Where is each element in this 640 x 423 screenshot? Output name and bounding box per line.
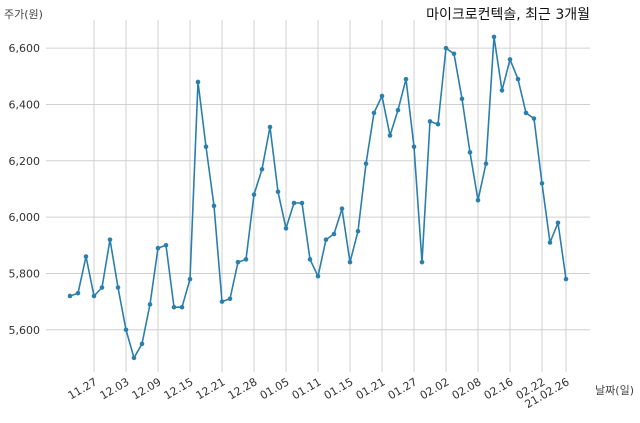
data-point <box>163 242 169 248</box>
data-point <box>403 76 409 82</box>
data-point <box>139 341 145 347</box>
data-point <box>427 119 433 124</box>
y-tick-label: 5,600 <box>9 324 41 337</box>
data-point <box>355 228 361 234</box>
data-point <box>155 245 161 251</box>
y-tick-label: 6,600 <box>9 42 41 55</box>
x-tick-label: 12.28 <box>226 375 260 402</box>
data-point <box>83 254 89 259</box>
data-point <box>315 273 321 279</box>
x-tick-label: 12.03 <box>98 375 132 402</box>
data-point <box>419 259 425 265</box>
x-tick-layer: 11.2712.0312.0912.1512.2112.2801.0501.11… <box>66 375 572 411</box>
data-point <box>131 355 137 361</box>
chart-title: 마이크로컨텍솔, 최근 3개월 <box>426 7 590 23</box>
data-point <box>171 304 177 310</box>
y-axis-label: 주가(원) <box>4 8 43 21</box>
data-point <box>507 57 513 62</box>
data-point <box>531 116 537 121</box>
data-point <box>235 259 241 265</box>
data-point <box>251 192 257 197</box>
data-point <box>323 237 329 242</box>
data-point <box>555 220 561 226</box>
data-point <box>211 203 217 209</box>
y-tick-label-layer: 5,600 5,800 6,000 6,200 6,400 6,600 <box>9 42 41 337</box>
data-point <box>179 304 185 310</box>
data-point <box>219 299 225 304</box>
data-point <box>259 166 265 172</box>
data-point <box>435 121 441 127</box>
data-point <box>195 79 201 85</box>
data-point <box>547 240 553 245</box>
data-point <box>243 257 249 262</box>
x-tick-label: 01.05 <box>258 375 292 402</box>
x-tick-label: 01.11 <box>290 375 324 402</box>
data-point <box>539 181 545 186</box>
data-point <box>411 144 417 150</box>
data-point <box>307 257 313 262</box>
data-point <box>91 293 97 299</box>
data-point <box>451 51 457 57</box>
x-tick-label: 01.15 <box>322 375 356 402</box>
data-point <box>363 161 369 166</box>
data-point-layer <box>67 34 569 361</box>
data-point <box>491 34 497 40</box>
x-tick-label: 02.08 <box>450 375 484 402</box>
data-point <box>115 285 121 290</box>
data-point <box>227 296 233 302</box>
data-point <box>379 93 385 99</box>
data-point <box>371 110 377 116</box>
data-point <box>467 150 473 155</box>
data-point <box>75 290 81 296</box>
data-point <box>299 200 305 206</box>
data-point <box>147 302 153 307</box>
data-point <box>563 276 569 282</box>
x-tick-label: 12.21 <box>194 375 228 402</box>
data-point <box>203 144 209 150</box>
data-point <box>523 110 529 116</box>
x-tick-label: 02.16 <box>482 375 516 402</box>
data-point <box>67 293 73 299</box>
data-point <box>483 161 489 166</box>
data-point <box>475 197 481 203</box>
data-point <box>459 96 465 102</box>
data-point <box>267 124 273 130</box>
data-point <box>339 206 345 211</box>
y-tick-label: 6,200 <box>9 155 41 168</box>
y-tick-label: 6,000 <box>9 211 41 224</box>
data-point <box>515 76 521 82</box>
data-point <box>187 276 193 282</box>
x-axis-label: 날짜(일) <box>595 384 634 397</box>
data-point <box>107 237 113 242</box>
data-point <box>99 285 105 290</box>
data-point <box>387 133 393 138</box>
data-point <box>331 231 337 237</box>
y-tick-label: 6,400 <box>9 98 41 111</box>
x-tick-label: 02.02 <box>418 375 452 402</box>
x-tick-label: 01.27 <box>386 375 420 402</box>
data-point <box>283 226 289 231</box>
grid-layer <box>46 20 590 372</box>
y-tick-label: 5,800 <box>9 267 41 280</box>
x-tick-label: 01.21 <box>354 375 388 402</box>
data-point <box>499 88 505 93</box>
data-point <box>291 200 297 206</box>
data-point <box>347 259 353 265</box>
data-point <box>275 189 281 195</box>
data-point <box>395 107 401 113</box>
data-point <box>123 327 129 333</box>
x-tick-label: 12.15 <box>162 375 196 402</box>
data-point <box>443 45 449 51</box>
x-tick-label: 12.09 <box>130 375 164 402</box>
x-tick-label: 11.27 <box>66 375 100 402</box>
